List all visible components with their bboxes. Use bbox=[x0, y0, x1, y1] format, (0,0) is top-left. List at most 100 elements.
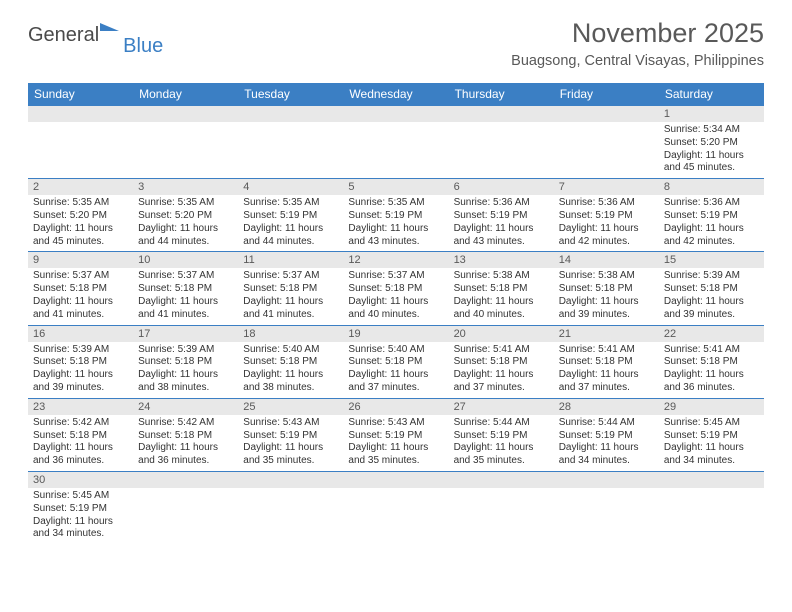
week-row: 9Sunrise: 5:37 AMSunset: 5:18 PMDaylight… bbox=[28, 252, 764, 325]
logo-text-general: General bbox=[28, 24, 99, 47]
day-info: Sunrise: 5:37 AMSunset: 5:18 PMDaylight:… bbox=[238, 268, 343, 324]
logo: General Blue bbox=[28, 24, 165, 47]
day-info bbox=[133, 122, 238, 172]
day-cell bbox=[28, 106, 133, 178]
day-info: Sunrise: 5:42 AMSunset: 5:18 PMDaylight:… bbox=[133, 415, 238, 471]
day-number: 7 bbox=[554, 179, 659, 195]
day-number bbox=[343, 106, 448, 122]
day-cell: 9Sunrise: 5:37 AMSunset: 5:18 PMDaylight… bbox=[28, 252, 133, 324]
day-number: 23 bbox=[28, 399, 133, 415]
day-cell: 23Sunrise: 5:42 AMSunset: 5:18 PMDayligh… bbox=[28, 399, 133, 471]
day-number: 5 bbox=[343, 179, 448, 195]
day-cell bbox=[554, 106, 659, 178]
day-cell: 17Sunrise: 5:39 AMSunset: 5:18 PMDayligh… bbox=[133, 326, 238, 398]
day-cell: 27Sunrise: 5:44 AMSunset: 5:19 PMDayligh… bbox=[449, 399, 554, 471]
day-cell: 30Sunrise: 5:45 AMSunset: 5:19 PMDayligh… bbox=[28, 472, 133, 544]
day-info bbox=[343, 122, 448, 172]
day-number: 11 bbox=[238, 252, 343, 268]
day-info: Sunrise: 5:35 AMSunset: 5:19 PMDaylight:… bbox=[238, 195, 343, 251]
weekday-header: Friday bbox=[554, 83, 659, 106]
day-info bbox=[449, 122, 554, 172]
day-cell bbox=[238, 106, 343, 178]
day-info: Sunrise: 5:45 AMSunset: 5:19 PMDaylight:… bbox=[28, 488, 133, 544]
day-info: Sunrise: 5:35 AMSunset: 5:20 PMDaylight:… bbox=[133, 195, 238, 251]
weekday-header: Monday bbox=[133, 83, 238, 106]
day-info: Sunrise: 5:35 AMSunset: 5:19 PMDaylight:… bbox=[343, 195, 448, 251]
day-cell: 14Sunrise: 5:38 AMSunset: 5:18 PMDayligh… bbox=[554, 252, 659, 324]
day-number: 4 bbox=[238, 179, 343, 195]
day-number: 15 bbox=[659, 252, 764, 268]
day-info bbox=[343, 488, 448, 538]
day-number: 3 bbox=[133, 179, 238, 195]
weekday-header-row: SundayMondayTuesdayWednesdayThursdayFrid… bbox=[28, 83, 764, 106]
day-info: Sunrise: 5:43 AMSunset: 5:19 PMDaylight:… bbox=[238, 415, 343, 471]
day-info bbox=[554, 488, 659, 538]
day-info: Sunrise: 5:44 AMSunset: 5:19 PMDaylight:… bbox=[554, 415, 659, 471]
week-row: 1Sunrise: 5:34 AMSunset: 5:20 PMDaylight… bbox=[28, 106, 764, 179]
day-cell: 24Sunrise: 5:42 AMSunset: 5:18 PMDayligh… bbox=[133, 399, 238, 471]
day-info: Sunrise: 5:35 AMSunset: 5:20 PMDaylight:… bbox=[28, 195, 133, 251]
day-info: Sunrise: 5:40 AMSunset: 5:18 PMDaylight:… bbox=[343, 342, 448, 398]
day-info: Sunrise: 5:43 AMSunset: 5:19 PMDaylight:… bbox=[343, 415, 448, 471]
title-block: November 2025 Buagsong, Central Visayas,… bbox=[511, 18, 764, 69]
day-cell: 2Sunrise: 5:35 AMSunset: 5:20 PMDaylight… bbox=[28, 179, 133, 251]
day-cell: 12Sunrise: 5:37 AMSunset: 5:18 PMDayligh… bbox=[343, 252, 448, 324]
day-number: 20 bbox=[449, 326, 554, 342]
day-cell: 1Sunrise: 5:34 AMSunset: 5:20 PMDaylight… bbox=[659, 106, 764, 178]
calendar: SundayMondayTuesdayWednesdayThursdayFrid… bbox=[28, 83, 764, 544]
day-number: 25 bbox=[238, 399, 343, 415]
location: Buagsong, Central Visayas, Philippines bbox=[511, 53, 764, 69]
day-number: 13 bbox=[449, 252, 554, 268]
day-info: Sunrise: 5:38 AMSunset: 5:18 PMDaylight:… bbox=[554, 268, 659, 324]
day-cell: 20Sunrise: 5:41 AMSunset: 5:18 PMDayligh… bbox=[449, 326, 554, 398]
day-number: 28 bbox=[554, 399, 659, 415]
day-info bbox=[133, 488, 238, 538]
day-info: Sunrise: 5:39 AMSunset: 5:18 PMDaylight:… bbox=[28, 342, 133, 398]
day-cell: 18Sunrise: 5:40 AMSunset: 5:18 PMDayligh… bbox=[238, 326, 343, 398]
day-info: Sunrise: 5:39 AMSunset: 5:18 PMDaylight:… bbox=[133, 342, 238, 398]
week-row: 2Sunrise: 5:35 AMSunset: 5:20 PMDaylight… bbox=[28, 179, 764, 252]
day-number: 27 bbox=[449, 399, 554, 415]
day-info: Sunrise: 5:38 AMSunset: 5:18 PMDaylight:… bbox=[449, 268, 554, 324]
weekday-header: Wednesday bbox=[343, 83, 448, 106]
day-cell: 16Sunrise: 5:39 AMSunset: 5:18 PMDayligh… bbox=[28, 326, 133, 398]
day-cell: 15Sunrise: 5:39 AMSunset: 5:18 PMDayligh… bbox=[659, 252, 764, 324]
day-cell: 25Sunrise: 5:43 AMSunset: 5:19 PMDayligh… bbox=[238, 399, 343, 471]
day-cell: 26Sunrise: 5:43 AMSunset: 5:19 PMDayligh… bbox=[343, 399, 448, 471]
month-title: November 2025 bbox=[511, 18, 764, 49]
day-number: 2 bbox=[28, 179, 133, 195]
day-info: Sunrise: 5:36 AMSunset: 5:19 PMDaylight:… bbox=[449, 195, 554, 251]
day-info bbox=[238, 122, 343, 172]
day-cell: 10Sunrise: 5:37 AMSunset: 5:18 PMDayligh… bbox=[133, 252, 238, 324]
day-number bbox=[133, 106, 238, 122]
day-number: 26 bbox=[343, 399, 448, 415]
day-info: Sunrise: 5:37 AMSunset: 5:18 PMDaylight:… bbox=[343, 268, 448, 324]
day-number bbox=[238, 472, 343, 488]
week-row: 30Sunrise: 5:45 AMSunset: 5:19 PMDayligh… bbox=[28, 472, 764, 544]
day-number: 12 bbox=[343, 252, 448, 268]
header: General Blue November 2025 Buagsong, Cen… bbox=[0, 0, 792, 75]
day-number: 29 bbox=[659, 399, 764, 415]
day-number: 16 bbox=[28, 326, 133, 342]
day-cell: 11Sunrise: 5:37 AMSunset: 5:18 PMDayligh… bbox=[238, 252, 343, 324]
day-number: 24 bbox=[133, 399, 238, 415]
day-cell: 29Sunrise: 5:45 AMSunset: 5:19 PMDayligh… bbox=[659, 399, 764, 471]
day-info: Sunrise: 5:41 AMSunset: 5:18 PMDaylight:… bbox=[449, 342, 554, 398]
day-number bbox=[554, 472, 659, 488]
day-info bbox=[28, 122, 133, 172]
day-number bbox=[28, 106, 133, 122]
day-cell bbox=[449, 472, 554, 544]
day-cell bbox=[343, 472, 448, 544]
day-cell bbox=[659, 472, 764, 544]
day-info: Sunrise: 5:44 AMSunset: 5:19 PMDaylight:… bbox=[449, 415, 554, 471]
day-number: 8 bbox=[659, 179, 764, 195]
day-cell bbox=[133, 472, 238, 544]
day-number: 17 bbox=[133, 326, 238, 342]
day-cell: 8Sunrise: 5:36 AMSunset: 5:19 PMDaylight… bbox=[659, 179, 764, 251]
day-number bbox=[554, 106, 659, 122]
day-info: Sunrise: 5:39 AMSunset: 5:18 PMDaylight:… bbox=[659, 268, 764, 324]
day-number: 19 bbox=[343, 326, 448, 342]
day-cell: 7Sunrise: 5:36 AMSunset: 5:19 PMDaylight… bbox=[554, 179, 659, 251]
day-number: 14 bbox=[554, 252, 659, 268]
day-number bbox=[449, 472, 554, 488]
